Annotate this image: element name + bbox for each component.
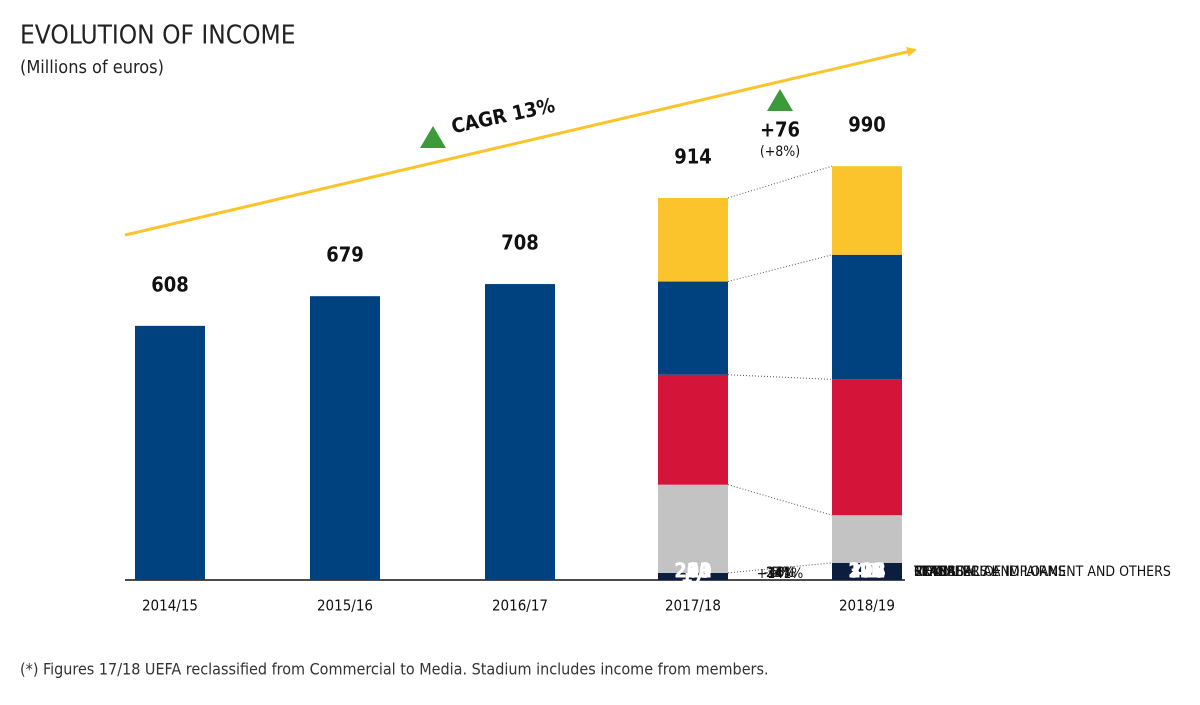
value-label: 114	[848, 559, 886, 583]
legend-label: REVERSAL OF IMPAIRMENT AND OTHERS	[914, 564, 1171, 580]
up-triangle	[420, 126, 446, 148]
value-label: 200	[674, 559, 712, 583]
legend-label: TRANSFERS AND LOANS	[914, 564, 1066, 580]
value-label: 223	[674, 559, 712, 583]
cagr-label: CAGR 13%	[449, 93, 557, 138]
footnote: (*) Figures 17/18 UEFA reclassified from…	[20, 660, 769, 679]
bar-segment	[658, 197, 728, 282]
bar	[485, 284, 555, 580]
total-label: 708	[501, 231, 539, 255]
change-label: -46%	[764, 565, 797, 581]
connector	[727, 254, 833, 283]
total-label: 608	[151, 272, 189, 296]
increase-label: +76	[760, 118, 800, 142]
bar-segment	[832, 562, 902, 580]
value-label: 325	[848, 559, 886, 583]
bar-segment	[832, 254, 902, 380]
chart-title: EVOLUTION OF INCOME	[20, 21, 295, 51]
bar-segment	[658, 374, 728, 485]
x-tick-label: 2016/17	[492, 597, 548, 615]
connector	[727, 165, 833, 199]
bar-segment	[658, 484, 728, 573]
change-label: 33%	[766, 565, 794, 581]
bar-segment	[658, 572, 728, 580]
total-label: 914	[674, 144, 712, 168]
change-label: 6%	[770, 565, 790, 581]
legend-label: COMMERCIAL	[914, 564, 999, 580]
up-triangle	[767, 89, 793, 111]
value-label: 212	[848, 559, 886, 583]
connector	[727, 374, 833, 380]
bar	[135, 325, 205, 580]
x-tick-label: 2015/16	[317, 597, 373, 615]
bar-segment	[832, 166, 902, 255]
connector	[727, 562, 833, 574]
legend-label: STADIUM	[914, 564, 971, 580]
bar-segment	[832, 379, 902, 516]
bar	[310, 296, 380, 580]
bar-segment	[658, 281, 728, 375]
x-tick-label: 2018/19	[839, 597, 895, 615]
connector	[727, 484, 833, 516]
change-label: 24%	[766, 565, 794, 581]
legend-label: MEDIA	[914, 564, 955, 580]
total-label: 679	[326, 243, 364, 267]
trend-arrow	[124, 46, 917, 237]
x-tick-label: 2017/18	[665, 597, 721, 615]
bar-segment	[832, 515, 902, 563]
total-label: 990	[848, 113, 886, 137]
x-tick-label: 2014/15	[142, 597, 198, 615]
value-label: 263	[674, 559, 712, 583]
value-label: 211	[674, 559, 712, 583]
value-label: 298	[848, 559, 886, 583]
chart-subtitle: (Millions of euros)	[20, 57, 164, 78]
change-label: +141%	[757, 566, 804, 582]
increase-pct-label: (+8%)	[760, 144, 800, 160]
